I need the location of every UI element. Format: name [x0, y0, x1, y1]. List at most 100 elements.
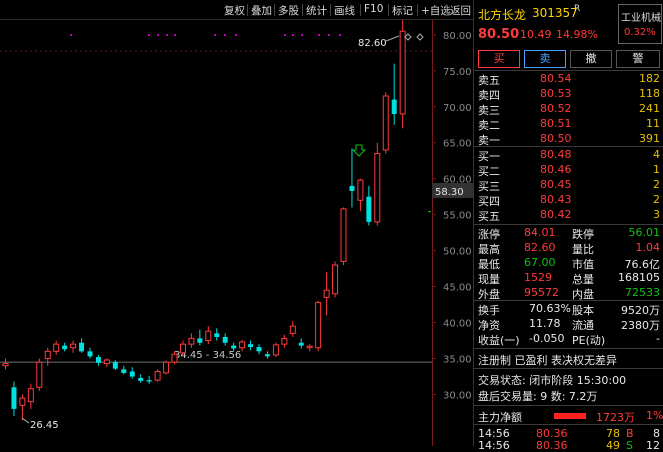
level-label: 卖五	[478, 74, 500, 87]
ask-level[interactable]: 卖一 80.50 391	[474, 132, 663, 147]
level-volume: 182	[639, 72, 660, 85]
candle-body	[163, 361, 170, 374]
ask-level[interactable]: 卖三 80.52 241	[474, 102, 663, 117]
level-price: 80.54	[540, 72, 572, 85]
restore-right-button[interactable]: 复权	[224, 5, 245, 17]
bid-level[interactable]: 买一 80.48 4	[474, 148, 663, 163]
multi-stock-button[interactable]: 多股	[278, 5, 299, 17]
level-volume: 118	[639, 87, 660, 100]
stat-value: 11.78	[529, 317, 561, 330]
candle-body	[340, 208, 347, 262]
last-price-tag: 58.30	[435, 187, 464, 198]
back-button[interactable]: 返回	[450, 5, 471, 17]
level-label: 买三	[478, 180, 500, 193]
f10-button[interactable]: F10	[364, 3, 384, 15]
kline-svg: 80.00 75.00 70.00 65.00 60.00 55.00 50.00 45.00…	[0, 20, 473, 446]
event-marker	[174, 34, 176, 36]
stats2-row: 换手 70.63% 股本 9520万	[474, 302, 663, 317]
level-label: 卖二	[478, 119, 500, 132]
level-volume: 391	[639, 132, 660, 145]
overlay-button[interactable]: 叠加	[251, 5, 272, 17]
candle-body	[62, 345, 68, 350]
candle-body	[154, 370, 161, 381]
candle-body	[214, 333, 220, 337]
stats-row: 外盘 95572 内盘 72533	[474, 286, 663, 301]
candle-body	[188, 337, 195, 345]
candle-body	[197, 338, 203, 343]
tick-time: 14:56	[478, 427, 510, 440]
level-volume: 3	[653, 208, 660, 221]
ask-level[interactable]: 卖二 80.51 11	[474, 117, 663, 132]
candle-body	[112, 362, 118, 369]
stock-name: 北方长龙	[478, 8, 527, 22]
event-marker	[157, 34, 159, 36]
sell-button[interactable]: 卖	[524, 50, 566, 68]
kline-chart[interactable]: 80.00 75.00 70.00 65.00 60.00 55.00 50.00 45.00…	[0, 20, 473, 446]
level-volume: 241	[639, 102, 660, 115]
stock-code: 301357	[532, 6, 578, 20]
event-marker	[301, 34, 303, 36]
price-row: 80.50 10.49 14.98%	[474, 27, 663, 43]
candle-body	[357, 179, 364, 201]
candle-body	[70, 343, 77, 349]
industry-name: 工业机械	[621, 13, 661, 24]
level-label: 买一	[478, 150, 500, 163]
level-price: 80.52	[540, 102, 572, 115]
trade-status-text: 交易状态: 闭市阶段 15:30:00	[478, 374, 627, 387]
ask-level[interactable]: 卖四 80.53 118	[474, 87, 663, 102]
stat-value: 9520万	[621, 304, 660, 317]
candle-body	[11, 387, 17, 409]
price-marker	[428, 211, 431, 213]
stat-label: 市值	[572, 258, 594, 271]
candle-body	[103, 359, 110, 365]
tick-direction: B	[626, 427, 634, 440]
stat-value: -	[656, 332, 660, 345]
event-marker	[214, 34, 216, 36]
stat-label: 换手	[478, 304, 500, 317]
industry-badge[interactable]: 工业机械 0.32%	[618, 4, 662, 44]
stats2-row: 收益(一) -0.050 PE(动) -	[474, 332, 663, 347]
stats-row: 最高 82.60 量比 1.04	[474, 241, 663, 256]
stat-value: -0.050	[529, 332, 565, 345]
alert-button[interactable]: 警	[616, 50, 660, 68]
statistics-button[interactable]: 统计	[306, 5, 327, 17]
candle-body	[264, 354, 270, 357]
stock-tags: 注册制 已盈利 表决权无差异	[474, 352, 663, 367]
after-hours-volume: 盘后交易量: 9 数: 7.2万	[474, 388, 663, 403]
bid-level[interactable]: 买五 80.42 3	[474, 208, 663, 223]
candle-body	[146, 380, 152, 382]
candle-body	[19, 397, 26, 406]
stat-label: 外盘	[478, 288, 500, 301]
mark-button[interactable]: 标记	[392, 5, 413, 17]
stat-label: PE(动)	[572, 334, 606, 347]
level-price: 80.45	[540, 178, 572, 191]
candle-body	[272, 344, 279, 356]
ask-level[interactable]: 卖五 80.54 182	[474, 72, 663, 87]
bid-level[interactable]: 买二 80.46 1	[474, 163, 663, 178]
add-watchlist-button[interactable]: +自选	[421, 5, 451, 17]
bid-level[interactable]: 买三 80.45 2	[474, 178, 663, 193]
level-price: 80.51	[540, 117, 572, 130]
stat-value: 168105	[618, 271, 660, 284]
bid-level[interactable]: 买四 80.43 2	[474, 193, 663, 208]
tick-row: 14:56 80.36 49 S 12	[474, 439, 663, 452]
stat-label: 收益(一)	[478, 334, 520, 347]
cancel-order-button[interactable]: 撤	[570, 50, 612, 68]
stat-label: 最低	[478, 258, 500, 271]
candle-body	[121, 369, 127, 373]
level-label: 买五	[478, 210, 500, 223]
level-price: 80.46	[540, 163, 572, 176]
stat-value: 84.01	[524, 226, 556, 239]
candle-body	[248, 344, 254, 348]
stat-value: 72533	[625, 286, 660, 299]
draw-line-button[interactable]: 画线	[334, 5, 355, 17]
last-price-tag-bg	[432, 182, 473, 198]
candle-body	[349, 185, 355, 191]
last-price: 80.50	[478, 27, 520, 42]
y-tick-label: 55.00	[443, 211, 472, 222]
y-tick-label: 30.00	[443, 391, 472, 402]
level-price: 80.53	[540, 87, 572, 100]
stats-row: 现量 1529 总量 168105	[474, 271, 663, 286]
buy-button[interactable]: 买	[478, 50, 520, 68]
price-change-pct: 14.98%	[556, 28, 598, 41]
